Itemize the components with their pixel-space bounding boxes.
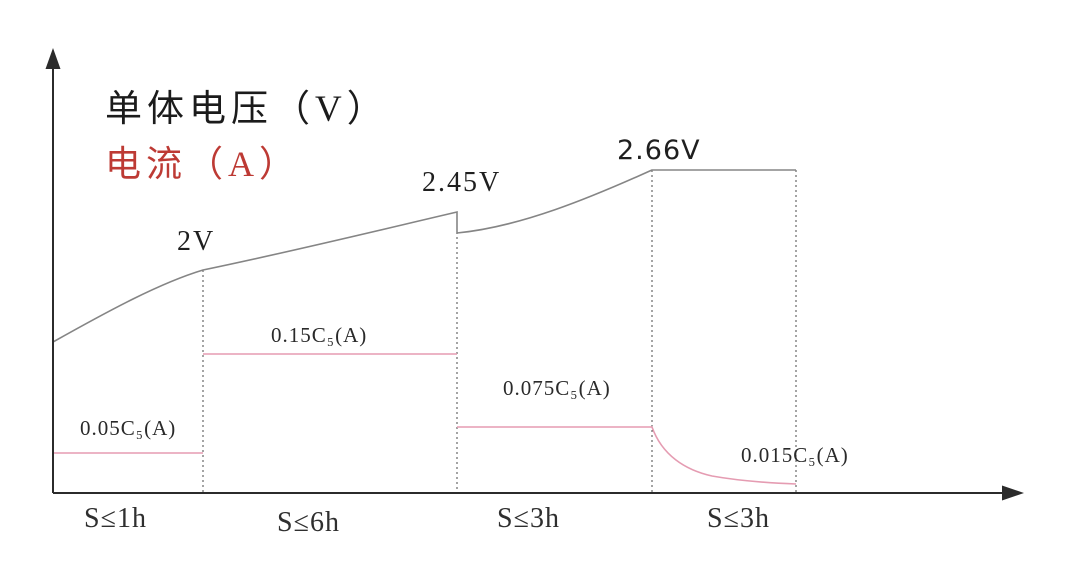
current-annotation-stage-3: 0.075C₅(A): [503, 376, 611, 400]
x-axis-arrow-icon: [1002, 485, 1024, 501]
legend-voltage: 单体电压（V）: [105, 89, 389, 130]
current-annotation-stage-4: 0.015C₅(A): [741, 443, 849, 467]
voltage-curve: [52, 169, 796, 343]
x-axis-stage-label-2: S≤6h: [277, 507, 340, 538]
x-axis-stage-label-3: S≤3h: [497, 503, 560, 534]
y-axis-arrow-icon: [45, 48, 61, 69]
voltage-annotation-2v: 2V: [177, 226, 216, 257]
voltage-annotation-245v: 2.45V: [422, 167, 502, 198]
current-annotation-stage-1: 0.05C₅(A): [80, 416, 177, 440]
voltage-annotation-266v: 2.66V: [617, 135, 701, 166]
legend-current: 电流（A）: [105, 144, 300, 184]
current-step-3-and-taper: [457, 426, 797, 485]
x-axis-stage-label-1: S≤1h: [84, 503, 147, 534]
x-axis-stage-label-4: S≤3h: [707, 503, 770, 534]
current-annotation-stage-2: 0.15C₅(A): [271, 323, 368, 347]
